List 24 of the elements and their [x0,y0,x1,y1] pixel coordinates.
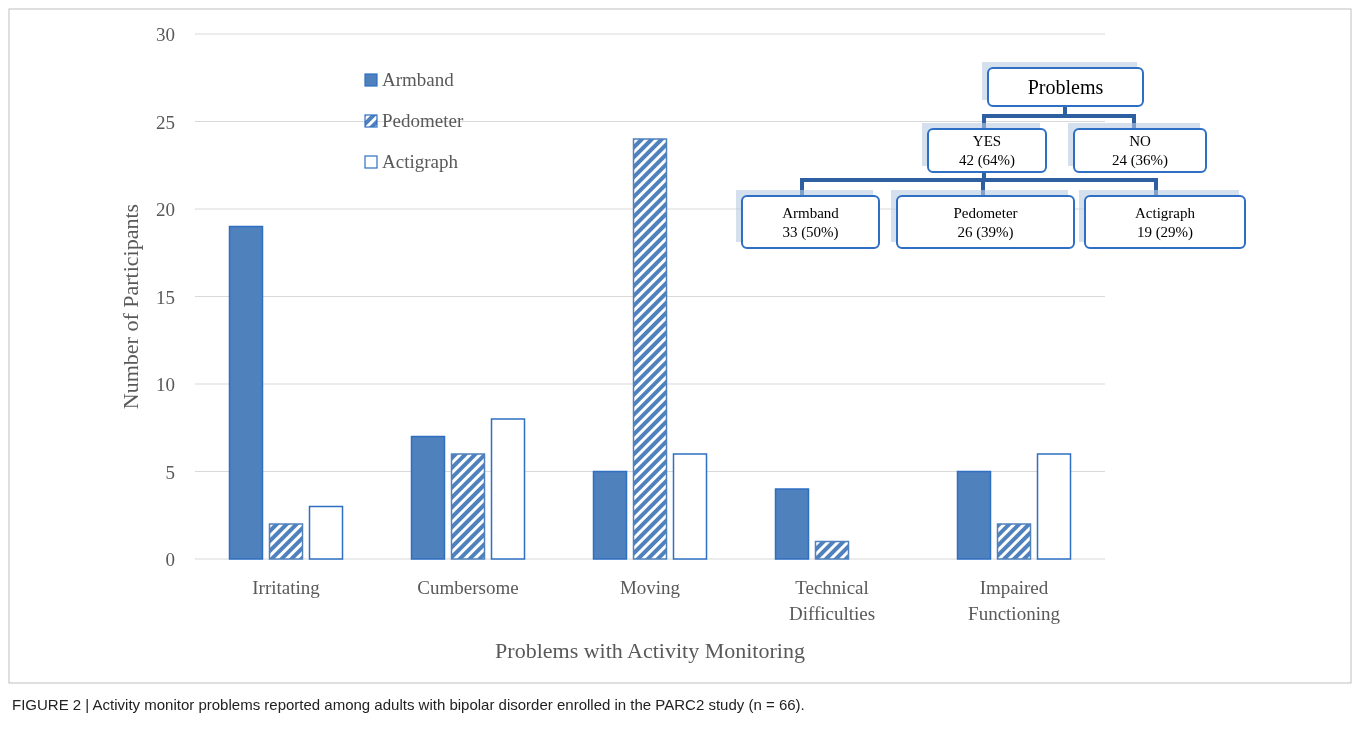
x-axis-title: Problems with Activity Monitoring [495,638,805,663]
y-tick-label: 10 [156,374,175,395]
x-tick-label: Moving [619,577,681,598]
caption: FIGURE 2 | Activity monitor problems reported among adults with bipolar disorder enrolled in the PARC2 study (n = 66). [12,696,805,713]
legend-label: Pedometer [382,110,464,131]
annotation: Problems [1027,76,1104,98]
annotation: YES 42 (64%) [958,133,1016,170]
legend-label: Armband [382,69,455,90]
y-tick-label: 25 [156,111,175,133]
y-tick-label: 0 [165,549,175,570]
legend-label: Actigraph [382,151,459,172]
x-tick-label: Cumbersome [417,577,519,598]
y-tick-label: 15 [156,286,175,308]
y-tick-label: 20 [156,199,175,220]
y-tick-label: 5 [165,461,175,483]
x-tick-label: Impaired Functioning [968,577,1061,624]
x-tick-label: Irritating [252,577,321,598]
y-axis-title: Number of Participants [118,203,143,410]
x-tick-label: Technical Difficulties [788,577,876,624]
y-tick-label: 30 [156,24,175,45]
annotation: Armband 33 (50%) [782,204,840,241]
text: NO 24 (36%) [1111,133,1169,169]
text: Actigraph 19 (29%) [1135,204,1195,240]
annotation: Pedometer 26 (39%) [953,204,1018,241]
